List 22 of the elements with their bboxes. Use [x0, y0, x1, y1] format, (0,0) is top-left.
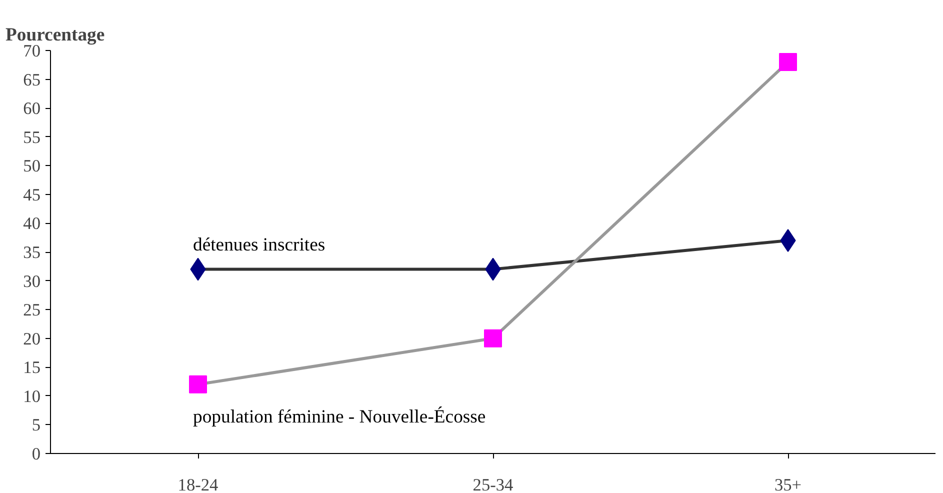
y-tick-label: 40	[23, 214, 40, 234]
y-tick-label: 60	[23, 99, 40, 118]
x-tick-label: 35+	[774, 476, 802, 493]
x-tick-label: 25-34	[472, 476, 514, 493]
y-tick-label: 0	[32, 444, 41, 464]
point	[484, 329, 502, 348]
y-tick-label: 55	[23, 128, 40, 147]
y-tick-label: 65	[23, 70, 40, 90]
series-label: détenues inscrites	[193, 234, 326, 256]
x-tick-label: 18-24	[178, 476, 219, 493]
y-tick-label: 50	[23, 156, 40, 176]
series-label: population féminine - Nouvelle-Écosse	[193, 405, 486, 428]
y-tick-label: 5	[32, 416, 41, 435]
y-tick-label: 20	[23, 329, 40, 348]
y-tick-label: 35	[23, 243, 40, 262]
point	[779, 53, 797, 72]
y-tick-label: 25	[23, 300, 40, 320]
y-tick-label: 10	[23, 386, 40, 406]
point	[189, 375, 207, 394]
y-tick-label: 45	[23, 185, 40, 204]
y-tick-label: 30	[23, 272, 40, 291]
y-tick-label: 15	[23, 358, 40, 378]
